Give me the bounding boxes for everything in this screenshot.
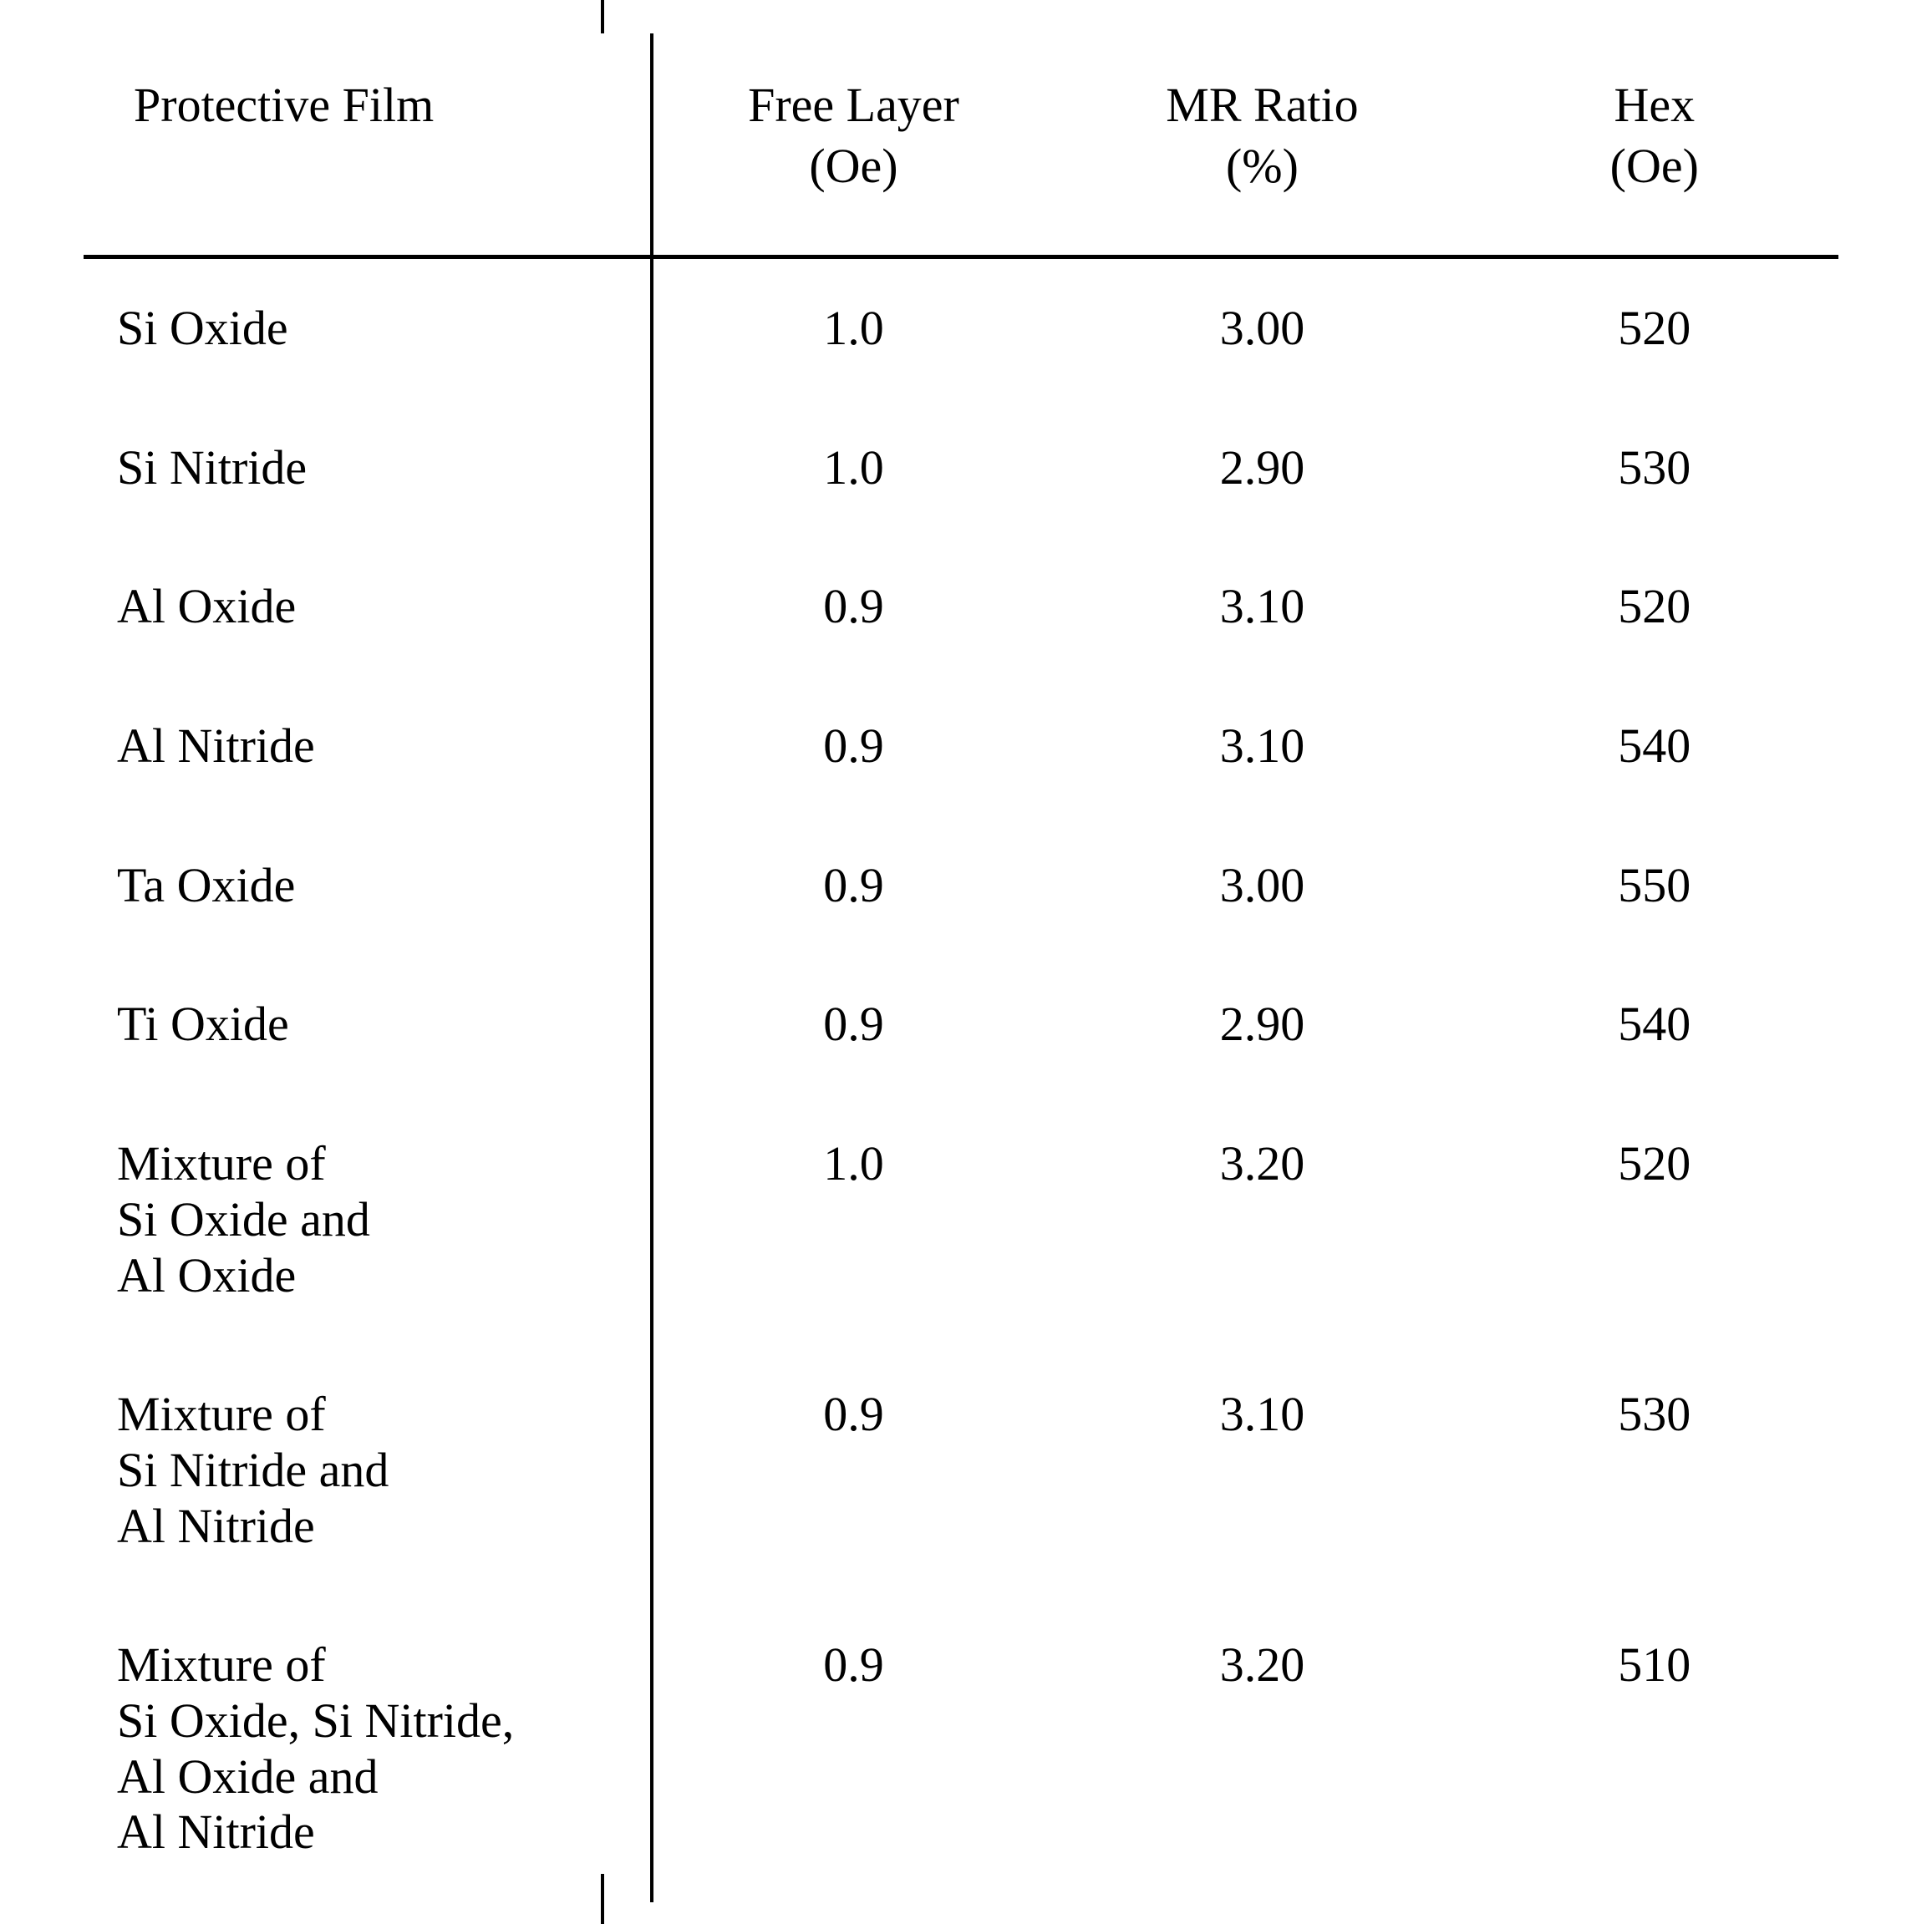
table-header-row: Protective Film Free Layer (Oe) MR Ratio…	[84, 33, 1838, 257]
cell-free-layer: 1.0	[652, 399, 1055, 538]
cell-mr-ratio: 3.20	[1054, 1094, 1470, 1345]
cell-free-layer: 0.9	[652, 816, 1055, 956]
cell-free-layer: 1.0	[652, 259, 1055, 399]
cell-free-layer: 1.0	[652, 1094, 1055, 1345]
cell-hex: 540	[1471, 955, 1838, 1094]
cell-hex: 520	[1471, 259, 1838, 399]
table-row: Si Oxide1.03.00520	[84, 259, 1838, 399]
col-header-sublabel: (Oe)	[653, 136, 1055, 197]
cell-mr-ratio: 3.10	[1054, 537, 1470, 677]
col-header-free-layer: Free Layer (Oe)	[652, 33, 1055, 257]
cell-hex: 530	[1471, 1345, 1838, 1596]
col-header-label: Hex	[1614, 78, 1695, 132]
table-row: Mixture of Si Oxide and Al Oxide1.03.205…	[84, 1094, 1838, 1345]
col-header-label: MR Ratio	[1166, 78, 1358, 132]
cell-protective-film: Al Nitride	[84, 677, 652, 816]
cell-protective-film: Mixture of Si Oxide and Al Oxide	[84, 1094, 652, 1345]
cell-mr-ratio: 3.20	[1054, 1596, 1470, 1902]
col-header-mr-ratio: MR Ratio (%)	[1054, 33, 1470, 257]
vertical-rule-extension-bottom	[601, 1874, 604, 1924]
cell-mr-ratio: 3.10	[1054, 1345, 1470, 1596]
cell-hex: 540	[1471, 677, 1838, 816]
table-row: Ti Oxide0.92.90540	[84, 955, 1838, 1094]
table-row: Ta Oxide0.93.00550	[84, 816, 1838, 956]
cell-hex: 530	[1471, 399, 1838, 538]
cell-free-layer: 0.9	[652, 537, 1055, 677]
cell-free-layer: 0.9	[652, 677, 1055, 816]
cell-protective-film: Mixture of Si Oxide, Si Nitride, Al Oxid…	[84, 1596, 652, 1902]
table-row: Mixture of Si Nitride and Al Nitride0.93…	[84, 1345, 1838, 1596]
col-header-sublabel: (%)	[1054, 136, 1470, 197]
page: Protective Film Free Layer (Oe) MR Ratio…	[0, 0, 1932, 1924]
cell-mr-ratio: 2.90	[1054, 399, 1470, 538]
cell-protective-film: Ta Oxide	[84, 816, 652, 956]
table-row: Al Nitride0.93.10540	[84, 677, 1838, 816]
cell-hex: 520	[1471, 1094, 1838, 1345]
col-header-protective-film: Protective Film	[84, 33, 652, 257]
cell-protective-film: Al Oxide	[84, 537, 652, 677]
cell-hex: 550	[1471, 816, 1838, 956]
cell-hex: 520	[1471, 537, 1838, 677]
table-row: Mixture of Si Oxide, Si Nitride, Al Oxid…	[84, 1596, 1838, 1902]
cell-mr-ratio: 2.90	[1054, 955, 1470, 1094]
cell-protective-film: Si Nitride	[84, 399, 652, 538]
col-header-label: Free Layer	[748, 78, 959, 132]
cell-protective-film: Ti Oxide	[84, 955, 652, 1094]
table-body: Si Oxide1.03.00520Si Nitride1.02.90530Al…	[84, 259, 1838, 1902]
table-row: Al Oxide0.93.10520	[84, 537, 1838, 677]
col-header-label: Protective Film	[134, 78, 434, 132]
cell-protective-film: Si Oxide	[84, 259, 652, 399]
cell-protective-film: Mixture of Si Nitride and Al Nitride	[84, 1345, 652, 1596]
col-header-sublabel: (Oe)	[1471, 136, 1838, 197]
cell-hex: 510	[1471, 1596, 1838, 1902]
cell-mr-ratio: 3.00	[1054, 259, 1470, 399]
cell-mr-ratio: 3.10	[1054, 677, 1470, 816]
cell-free-layer: 0.9	[652, 1596, 1055, 1902]
materials-table: Protective Film Free Layer (Oe) MR Ratio…	[84, 33, 1838, 1902]
col-header-hex: Hex (Oe)	[1471, 33, 1838, 257]
vertical-rule-extension-top	[601, 0, 604, 33]
cell-mr-ratio: 3.00	[1054, 816, 1470, 956]
table-row: Si Nitride1.02.90530	[84, 399, 1838, 538]
cell-free-layer: 0.9	[652, 1345, 1055, 1596]
cell-free-layer: 0.9	[652, 955, 1055, 1094]
